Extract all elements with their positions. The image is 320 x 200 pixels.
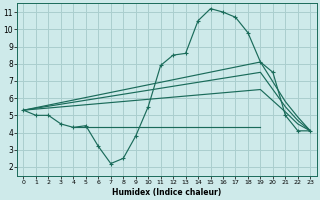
X-axis label: Humidex (Indice chaleur): Humidex (Indice chaleur) [112,188,221,197]
